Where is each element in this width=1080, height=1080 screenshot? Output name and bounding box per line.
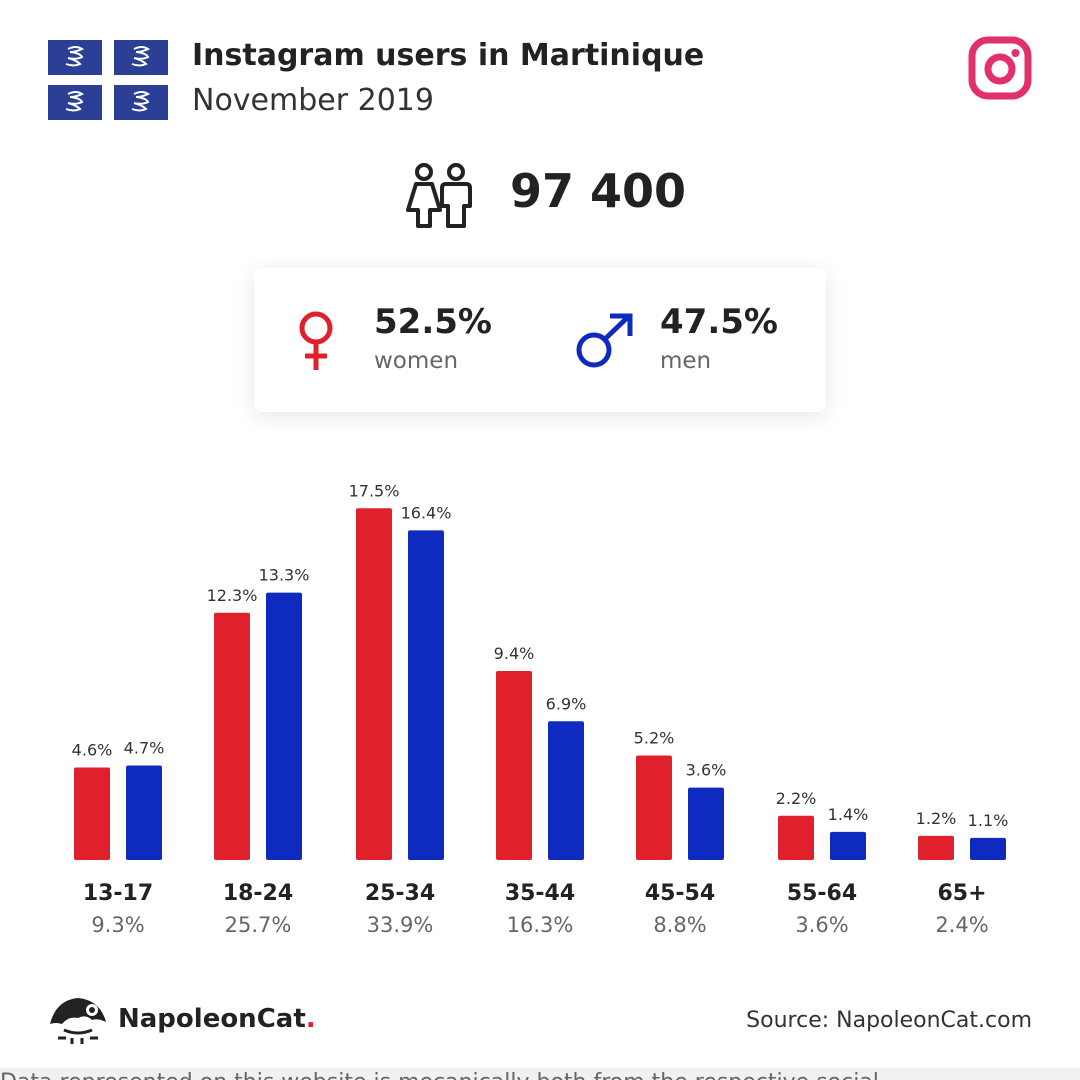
men-bar (266, 592, 302, 860)
women-value-label: 12.3% (207, 586, 258, 605)
footer-disclaimer-text: Data represented on this website is meca… (0, 1070, 879, 1080)
age-category-label: 55-64 (787, 881, 857, 906)
women-label: women (374, 348, 459, 374)
women-value-label: 4.6% (72, 741, 113, 760)
flag-quadrant (48, 85, 102, 120)
age-total-label: 8.8% (653, 913, 706, 937)
men-bar (970, 837, 1006, 860)
age-category-label: 65+ (937, 881, 986, 906)
men-value-label: 16.4% (401, 503, 452, 522)
men-value-label: 6.9% (546, 694, 587, 713)
age-category-label: 13-17 (83, 881, 153, 906)
flag-quadrant (48, 40, 102, 75)
brand-text: NapoleonCat (118, 1004, 306, 1034)
martinique-flag-icon (48, 40, 168, 120)
men-bar (548, 721, 584, 860)
men-percent: 47.5% (660, 302, 778, 342)
men-value-label: 1.1% (968, 811, 1009, 830)
women-value-label: 17.5% (349, 481, 400, 500)
men-bar (408, 530, 444, 860)
age-category-label: 25-34 (365, 881, 435, 906)
flag-quadrant (114, 40, 168, 75)
men-value-label: 3.6% (686, 761, 727, 780)
age-category-label: 18-24 (223, 881, 293, 906)
women-bar (214, 612, 250, 860)
page-subtitle: November 2019 (192, 83, 434, 118)
page-title: Instagram users in Martinique (192, 38, 705, 73)
women-value-label: 1.2% (916, 809, 957, 828)
women-bar (778, 815, 814, 860)
instagram-icon (968, 36, 1032, 100)
women-bar (918, 835, 954, 860)
age-category-label: 45-54 (645, 881, 715, 906)
women-value-label: 2.2% (776, 789, 817, 808)
source-text: Source: NapoleonCat.com (746, 1008, 1032, 1033)
users-icon (404, 160, 476, 232)
flag-quadrant (114, 85, 168, 120)
gender-card: 52.5% women 47.5% men (254, 268, 826, 412)
age-gender-bar-chart: 4.6% 4.7% 13-17 9.3% 12.3%13.3% 18-24 25.7% 17.… (72, 481, 1009, 937)
footer-disclaimer: Data represented on this website is meca… (0, 1068, 1080, 1080)
men-value-label: 1.4% (828, 805, 869, 824)
women-value-label: 5.2% (634, 728, 675, 747)
age-category-label: 35-44 (505, 881, 575, 906)
women-value-label: 9.4% (494, 644, 535, 663)
total-users: 97 400 (510, 164, 687, 218)
age-total-label: 25.7% (225, 913, 292, 937)
men-bar (688, 787, 724, 860)
women-bar (356, 508, 392, 860)
men-bar (126, 765, 162, 860)
men-label: men (660, 348, 712, 374)
age-total-label: 9.3% (91, 913, 144, 937)
women-percent: 52.5% (374, 302, 492, 342)
women-bar (496, 671, 532, 860)
napoleoncat-logo-icon (48, 994, 108, 1046)
women-bar (74, 767, 110, 860)
age-total-label: 33.9% (367, 913, 434, 937)
brand-name: NapoleonCat. (118, 1004, 316, 1034)
brand-dot: . (305, 1004, 316, 1034)
age-total-label: 2.4% (935, 913, 988, 937)
men-bar (830, 831, 866, 860)
men-value-label: 13.3% (259, 566, 310, 585)
women-bar (636, 755, 672, 860)
male-symbol-icon (574, 312, 634, 374)
female-symbol-icon (298, 310, 334, 376)
age-total-label: 3.6% (795, 913, 848, 937)
age-total-label: 16.3% (507, 913, 574, 937)
men-value-label: 4.7% (124, 739, 165, 758)
